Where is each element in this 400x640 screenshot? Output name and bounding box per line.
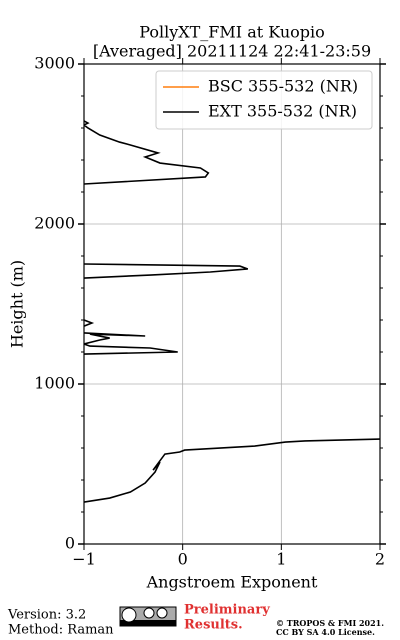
y-tick-label: 3000 <box>34 54 75 73</box>
y-tick-label: 1000 <box>34 374 75 393</box>
x-tick-label: 2 <box>375 550 385 569</box>
legend-label: EXT 355-532 (NR) <box>208 102 357 121</box>
chart-title: PollyXT_FMI at Kuopio <box>139 23 325 42</box>
plot-frame <box>83 63 381 545</box>
x-tick-label: 1 <box>276 550 286 569</box>
copyright: © TROPOS & FMI 2021. <box>276 618 384 628</box>
notice: Results. <box>184 618 243 633</box>
license-icon <box>119 606 177 627</box>
copyright: CC BY SA 4.0 License. <box>276 627 375 637</box>
y-axis-label: Height (m) <box>8 260 27 348</box>
legend-label: BSC 355-532 (NR) <box>208 77 358 96</box>
version: Version: 3.2 <box>7 608 86 623</box>
x-axis-label: Angstroem Exponent <box>146 573 318 592</box>
legend-box <box>155 70 373 130</box>
method: Method: Raman <box>8 623 114 638</box>
x-tick-label: −1 <box>72 550 96 569</box>
y-tick-label: 2000 <box>34 214 75 233</box>
y-tick-label: 0 <box>65 534 75 553</box>
chart-subtitle: [Averaged] 20211124 22:41-23:59 <box>93 42 371 61</box>
notice: Preliminary <box>184 603 270 618</box>
x-tick-label: 0 <box>178 550 188 569</box>
data-line <box>84 120 380 503</box>
